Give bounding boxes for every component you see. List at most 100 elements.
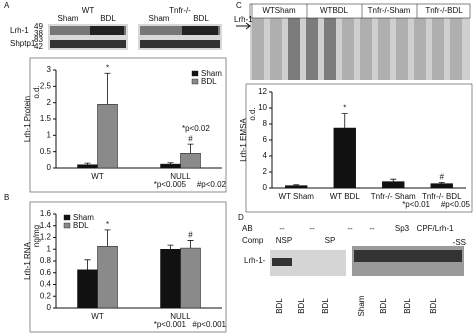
y-tick-label: 1.5 — [40, 114, 52, 123]
emsa-lane — [324, 14, 336, 80]
gel-band — [354, 250, 462, 262]
bar — [382, 181, 405, 189]
blot-band — [140, 26, 220, 35]
significance-mark: * — [106, 63, 109, 72]
significance-mark: # — [188, 231, 193, 240]
x-tick-label: Tnfr-/- BDL — [422, 192, 462, 201]
x-tick-label: WT — [91, 172, 104, 181]
footnote: *p<0.01 — [402, 200, 430, 209]
lane-label: Tnfr-/-BDL — [425, 6, 463, 15]
lane-label: BDL — [275, 298, 284, 314]
error-bar — [167, 162, 174, 165]
bar — [160, 163, 181, 169]
y-tick-label: 1.4 — [40, 221, 52, 230]
y-tick-label: 0.8 — [40, 256, 52, 265]
error-bar — [438, 182, 445, 184]
ab-entry: CPF/Lrh-1 — [417, 224, 454, 233]
y-tick-label: 1.6 — [40, 209, 52, 218]
footnote: #p<0.05 — [441, 200, 471, 209]
comp-entry: SP — [325, 236, 336, 245]
bar — [430, 183, 453, 189]
y-tick-label: 0.6 — [40, 268, 52, 277]
error-bar — [84, 162, 91, 165]
y-unit: ng/mg — [32, 225, 41, 247]
x-tick-label: Tnfr-/- Sham — [371, 192, 416, 201]
mw-marker: 83 — [34, 35, 43, 44]
lane-label: BDL — [379, 298, 388, 314]
y-tick-label: 4 — [263, 151, 268, 160]
comp-entry: NSP — [276, 236, 292, 245]
lane-label: BDL — [403, 298, 412, 314]
error-bar — [104, 229, 111, 247]
ab-entry: -- — [347, 224, 353, 233]
bar — [160, 249, 181, 309]
lane-label: Sham — [58, 14, 79, 23]
x-tick-label: WT Sham — [279, 192, 315, 201]
y-tick-label: 1 — [47, 244, 52, 253]
footnote: *p<0.005 — [154, 180, 187, 189]
emsa-lane — [360, 14, 372, 80]
blot-band — [50, 26, 126, 35]
band-label: Lrh-1- — [244, 256, 266, 265]
lane-label: BDL — [297, 298, 306, 314]
band-label: Lrh-1 — [234, 15, 253, 24]
bar — [285, 185, 308, 189]
significance-mark: * — [106, 220, 109, 229]
ab-entry: -- — [309, 224, 315, 233]
emsa-frame — [249, 3, 471, 19]
y-axis-label: Lrh-1 EMSA — [239, 118, 248, 162]
y-tick-label: 6 — [263, 135, 268, 144]
lane-label: BDL — [100, 14, 116, 23]
error-bar — [341, 113, 348, 128]
error-bar — [187, 143, 194, 154]
legend-label: Sham — [73, 213, 94, 222]
blot-band — [50, 40, 126, 48]
lane-label: BDL — [429, 298, 438, 314]
group-label: Tnfr-/- — [169, 6, 191, 15]
error-bar — [167, 244, 174, 250]
lane-label: Tnfr-/-Sham — [368, 6, 411, 15]
ab-entry: Sp3 — [395, 224, 410, 233]
lane-label: Sham — [149, 14, 170, 23]
gel-band — [272, 258, 292, 266]
row-label: Shptp1 — [10, 39, 36, 48]
y-tick-label: 0.2 — [40, 291, 52, 300]
lane-label: BDL — [193, 14, 209, 23]
lane-label: Sham — [357, 295, 366, 316]
panel-letter: D — [238, 213, 244, 222]
significance-mark: # — [440, 173, 445, 182]
bar — [180, 247, 201, 309]
legend-swatch — [191, 70, 199, 77]
lane-label: WTBDL — [320, 6, 349, 15]
bar — [77, 269, 98, 309]
footnote: #p<0.02 — [197, 180, 227, 189]
blot-band — [140, 40, 220, 48]
panel-letter: C — [236, 1, 242, 10]
emsa-lane — [306, 14, 318, 80]
blot-band — [182, 26, 218, 35]
bar — [77, 164, 98, 169]
legend-swatch — [63, 222, 71, 229]
legend-swatch — [63, 214, 71, 221]
lane-label: BDL — [321, 298, 330, 314]
ab-entry: -- — [369, 224, 375, 233]
error-bar — [104, 72, 111, 105]
mw-marker: 42 — [34, 42, 43, 51]
footnote: #p<0.001 — [192, 320, 226, 329]
error-bar — [390, 178, 397, 182]
error-bar — [293, 184, 300, 186]
blot-band — [90, 26, 124, 35]
mw-marker: 49 — [34, 22, 43, 31]
chart-frame — [29, 201, 227, 333]
y-tick-label: 0 — [47, 163, 52, 172]
bar — [97, 246, 118, 309]
y-tick-label: 10 — [258, 103, 267, 112]
band-arrow — [236, 22, 251, 30]
emsa-lane — [252, 14, 264, 80]
group-label: WT — [82, 6, 95, 15]
y-tick-label: 0 — [47, 303, 52, 312]
emsa-lane — [378, 14, 390, 80]
emsa-lane — [396, 14, 408, 80]
legend-label: Sham — [201, 69, 222, 78]
